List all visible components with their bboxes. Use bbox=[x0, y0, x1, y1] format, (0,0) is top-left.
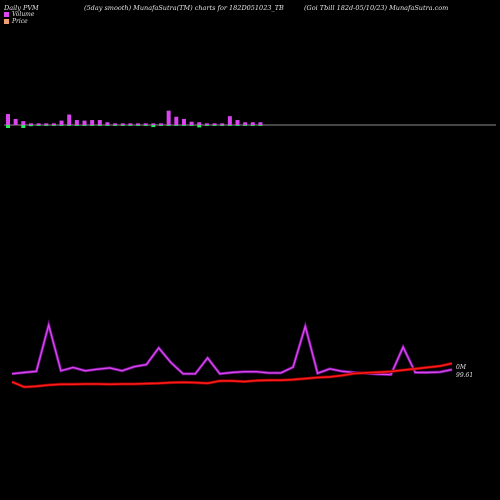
volume-bar-down bbox=[113, 125, 118, 126]
volume-bar-down bbox=[159, 125, 163, 126]
volume-bar-up bbox=[90, 120, 95, 125]
volume-bar-down bbox=[174, 125, 179, 126]
volume-bar-up bbox=[120, 123, 125, 125]
volume-bar-up bbox=[181, 118, 186, 125]
chart-title-center: (5day smooth) MunafaSutra(TM) charts for… bbox=[84, 4, 284, 12]
volume-bar-down bbox=[82, 125, 87, 126]
volume-bar-down bbox=[44, 125, 49, 126]
volume-line bbox=[11, 322, 453, 376]
volume-bar-down bbox=[51, 125, 56, 126]
volume-bar-up bbox=[59, 120, 64, 125]
volume-bar-down bbox=[189, 125, 194, 126]
volume-bar-down bbox=[212, 125, 217, 126]
legend-volume-swatch bbox=[4, 12, 9, 17]
chart-title-left: Daily PVM bbox=[4, 4, 39, 12]
volume-bar-down bbox=[220, 125, 225, 126]
volume-bar-down bbox=[59, 125, 64, 126]
volume-line-shadow bbox=[11, 319, 453, 377]
volume-bar-down bbox=[143, 125, 148, 126]
volume-bar-up bbox=[258, 122, 263, 125]
volume-bars-up bbox=[6, 110, 263, 125]
legend-price-swatch bbox=[4, 19, 9, 24]
volume-bar-down bbox=[235, 125, 240, 126]
volume-bar-down bbox=[250, 125, 255, 126]
volume-bar-up bbox=[128, 123, 133, 125]
last-price-label: 99.61 bbox=[456, 372, 473, 379]
volume-bar-down bbox=[258, 125, 263, 126]
volume-bar-down bbox=[28, 125, 33, 127]
legend-price-label: Price bbox=[12, 18, 28, 25]
volume-bar-up bbox=[21, 121, 26, 125]
volume-bar-down bbox=[67, 125, 72, 126]
volume-bar-up bbox=[82, 120, 87, 125]
volume-bar-down bbox=[227, 125, 232, 126]
volume-bar-down bbox=[97, 125, 102, 126]
volume-bar-down bbox=[204, 125, 209, 126]
volume-bar-down bbox=[6, 125, 10, 128]
volume-bar-up bbox=[13, 118, 18, 125]
legend-price: Price bbox=[4, 18, 28, 25]
price-line bbox=[11, 362, 453, 388]
volume-bar-up bbox=[166, 110, 171, 125]
volume-bar-up bbox=[151, 123, 156, 125]
volume-bar-down bbox=[128, 125, 133, 126]
volume-bar-up bbox=[44, 123, 49, 125]
volume-bar-up bbox=[243, 122, 248, 125]
volume-bar-up bbox=[227, 116, 232, 125]
volume-bar-up bbox=[36, 123, 41, 125]
volume-bar-up bbox=[143, 123, 148, 125]
last-volume-label: 0M bbox=[456, 364, 467, 371]
volume-bar-up bbox=[235, 120, 240, 125]
volume-bar-up bbox=[197, 122, 202, 125]
volume-bar-up bbox=[74, 120, 79, 125]
volume-bar-up bbox=[189, 121, 194, 125]
volume-bar-down bbox=[151, 125, 156, 128]
volume-bar-up bbox=[159, 123, 163, 125]
volume-bar-up bbox=[136, 123, 141, 125]
volume-bar-up bbox=[67, 114, 72, 125]
volume-bar-down bbox=[36, 125, 41, 126]
volume-bar-up bbox=[250, 122, 255, 125]
volume-bar-up bbox=[105, 122, 110, 125]
volume-bar-down bbox=[197, 125, 202, 128]
volume-bar-down bbox=[181, 125, 186, 126]
volume-bar-up bbox=[174, 116, 179, 125]
volume-bar-up bbox=[97, 120, 102, 125]
volume-bar-down bbox=[74, 125, 79, 126]
legend-volume: Volume bbox=[4, 11, 34, 18]
volume-bars-down bbox=[6, 125, 263, 128]
chart-title-right: (Goi Tbill 182d-05/10/23) MunafaSutra.co… bbox=[304, 4, 449, 12]
volume-bar-up bbox=[113, 123, 118, 125]
volume-bar-down bbox=[105, 125, 110, 126]
volume-bar-up bbox=[6, 114, 10, 125]
volume-bar-up bbox=[28, 123, 33, 125]
volume-bar-down bbox=[90, 125, 95, 126]
volume-bar-up bbox=[220, 123, 225, 125]
volume-bar-down bbox=[243, 125, 248, 126]
volume-bar-down bbox=[120, 125, 125, 126]
volume-bar-up bbox=[204, 123, 209, 125]
volume-bar-down bbox=[136, 125, 141, 126]
volume-bar-down bbox=[166, 125, 171, 126]
legend-volume-label: Volume bbox=[12, 11, 35, 18]
volume-bar-up bbox=[51, 123, 56, 125]
volume-bar-down bbox=[21, 125, 26, 128]
volume-bar-up bbox=[212, 123, 217, 125]
